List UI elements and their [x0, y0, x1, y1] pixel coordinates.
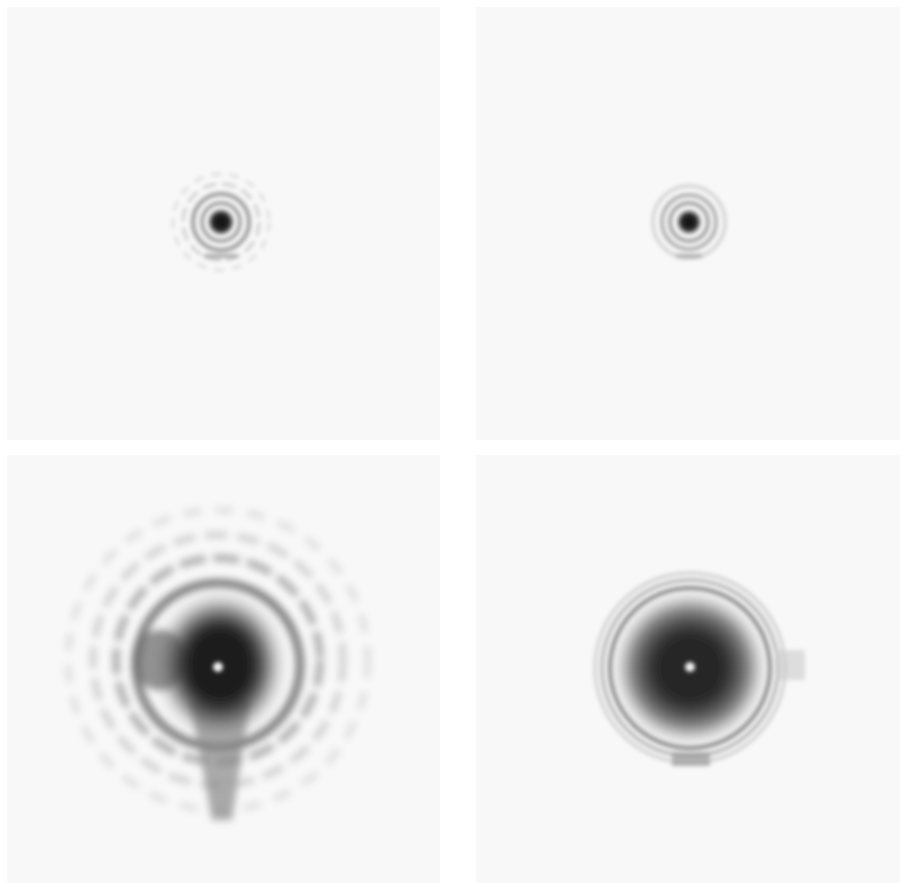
panel [7, 455, 440, 883]
diffraction-pattern [65, 507, 371, 820]
diffraction-pattern [171, 172, 271, 272]
panel [476, 7, 900, 440]
panel [476, 455, 900, 883]
panel [7, 7, 440, 440]
diffraction-pattern [651, 184, 727, 260]
diffraction-pattern [593, 571, 805, 766]
